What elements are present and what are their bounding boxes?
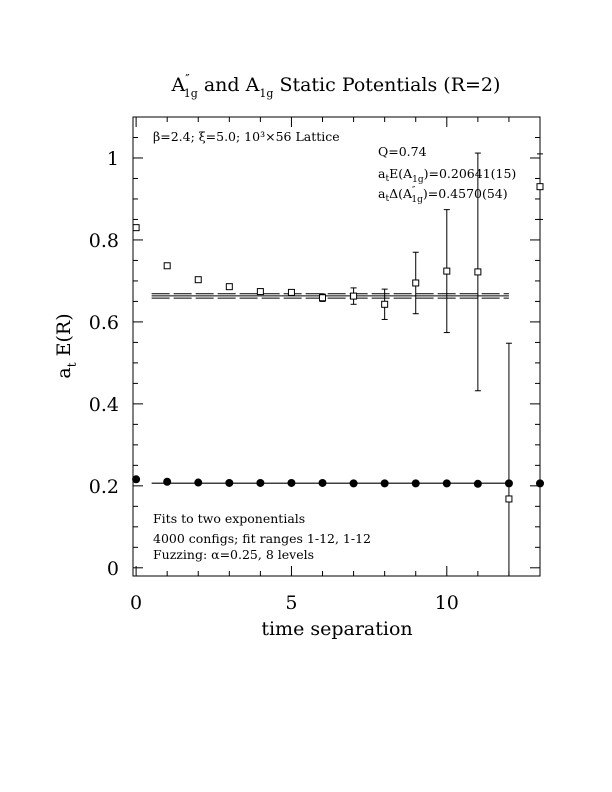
data-point-circle bbox=[473, 479, 482, 488]
y-tick-label: 0.2 bbox=[89, 476, 119, 498]
data-points bbox=[132, 152, 544, 576]
data-point-circle bbox=[380, 479, 389, 488]
data-point-square bbox=[287, 288, 295, 296]
data-point-circle bbox=[349, 479, 358, 488]
note-line-2: 4000 configs; fit ranges 1-12, 1-12 bbox=[153, 531, 371, 546]
data-point-square bbox=[132, 224, 140, 232]
x-tick-label: 0 bbox=[130, 592, 142, 614]
data-point-circle bbox=[287, 478, 296, 487]
data-point-square bbox=[350, 292, 358, 300]
fit-q-value: Q=0.74 bbox=[378, 144, 427, 159]
data-point-square bbox=[536, 183, 544, 191]
data-point-square bbox=[474, 268, 482, 276]
data-point-square bbox=[505, 495, 513, 503]
y-tick-label: 0.6 bbox=[89, 312, 119, 334]
data-point-circle bbox=[442, 479, 451, 488]
data-point-square bbox=[194, 276, 202, 284]
data-point-square bbox=[256, 288, 264, 296]
lattice-annotation: β=2.4; ξ=5.0; 10³×56 Lattice bbox=[153, 129, 340, 144]
data-point-square bbox=[163, 262, 171, 270]
data-point-circle bbox=[132, 475, 141, 484]
y-tick-label: 0.4 bbox=[89, 394, 119, 416]
y-axis-label: at E(R) bbox=[53, 313, 79, 378]
axis-ticks bbox=[133, 117, 541, 576]
y-tick-labels: 0 0.2 0.4 0.6 0.8 1 bbox=[89, 148, 119, 580]
data-point-square bbox=[443, 267, 451, 275]
x-tick-label: 5 bbox=[285, 592, 297, 614]
note-line-3: Fuzzing: α=0.25, 8 levels bbox=[153, 547, 314, 562]
y-tick-label: 1 bbox=[107, 148, 119, 170]
x-tick-label: 10 bbox=[435, 592, 459, 614]
data-point-circle bbox=[163, 477, 172, 486]
fit-gap-value: atΔ(A″ 1g)=0.4570(54) bbox=[378, 186, 508, 205]
plot-frame bbox=[132, 116, 541, 577]
y-tick-label: 0 bbox=[107, 558, 119, 580]
data-point-square bbox=[412, 279, 420, 287]
fit-energy-value: atE(A1g)=0.20641(15) bbox=[378, 166, 516, 185]
x-tick-labels: 0 5 10 bbox=[130, 592, 459, 614]
x-axis-label: time separation bbox=[261, 618, 412, 640]
data-point-circle bbox=[194, 478, 203, 487]
data-point-square bbox=[381, 300, 389, 308]
data-point-circle bbox=[411, 479, 420, 488]
data-point-circle bbox=[318, 478, 327, 487]
y-tick-label: 0.8 bbox=[89, 230, 119, 252]
note-line-1: Fits to two exponentials bbox=[153, 511, 305, 526]
fit-lines bbox=[151, 293, 509, 484]
data-point-circle bbox=[536, 479, 544, 488]
data-point-circle bbox=[225, 478, 234, 487]
data-point-square bbox=[319, 294, 327, 302]
data-point-square bbox=[225, 283, 233, 291]
data-point-circle bbox=[256, 478, 265, 487]
chart-title: A″ 1g and A1g Static Potentials (R=2) bbox=[171, 72, 501, 100]
